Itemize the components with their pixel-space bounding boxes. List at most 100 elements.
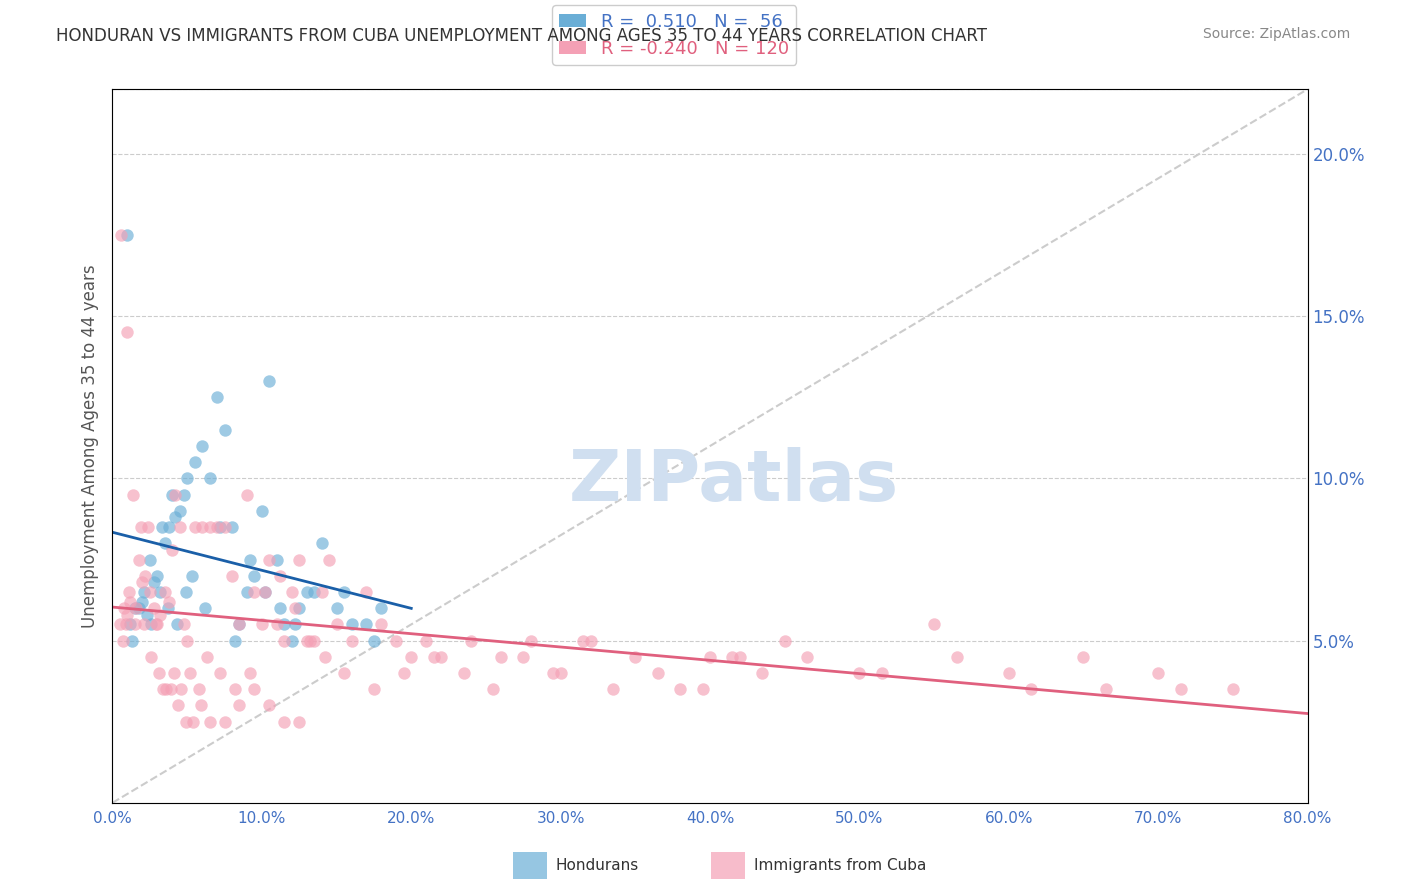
Point [156, 601, 179, 615]
Point [392, 666, 415, 681]
Point [188, 682, 211, 697]
Point [170, 682, 193, 697]
Y-axis label: Unemployment Among Ages 35 to 44 years: Unemployment Among Ages 35 to 44 years [80, 264, 98, 628]
Point [253, 585, 276, 599]
Point [120, 617, 142, 632]
Point [284, 617, 307, 632]
Point [108, 617, 131, 632]
Point [115, 617, 138, 632]
Point [489, 649, 512, 664]
Point [550, 666, 572, 681]
Point [1147, 666, 1170, 681]
Point [194, 601, 217, 615]
Point [221, 520, 243, 534]
Point [422, 649, 444, 664]
Point [288, 601, 311, 615]
Point [998, 666, 1021, 681]
Point [298, 633, 321, 648]
Point [176, 633, 198, 648]
Point [259, 698, 281, 713]
Point [945, 649, 967, 664]
Point [149, 607, 172, 622]
Point [692, 682, 714, 697]
Point [1019, 682, 1042, 697]
Point [401, 649, 423, 664]
Point [143, 601, 166, 615]
Point [149, 585, 172, 599]
Point [288, 714, 311, 729]
Point [214, 423, 236, 437]
Point [205, 390, 228, 404]
Point [198, 714, 221, 729]
Point [751, 666, 773, 681]
Point [183, 520, 205, 534]
Text: HONDURAN VS IMMIGRANTS FROM CUBA UNEMPLOYMENT AMONG AGES 35 TO 44 YEARS CORRELAT: HONDURAN VS IMMIGRANTS FROM CUBA UNEMPLO… [56, 27, 987, 45]
Text: Immigrants from Cuba: Immigrants from Cuba [754, 858, 927, 872]
Point [669, 682, 692, 697]
Point [363, 682, 385, 697]
Point [131, 575, 153, 590]
Point [228, 617, 250, 632]
Point [796, 649, 818, 664]
Point [173, 488, 195, 502]
Point [111, 633, 134, 648]
Point [239, 666, 262, 681]
Point [153, 536, 176, 550]
Point [129, 520, 152, 534]
Point [624, 649, 647, 664]
Point [152, 682, 174, 697]
Point [259, 374, 281, 388]
Point [340, 617, 363, 632]
Point [236, 585, 259, 599]
Point [572, 633, 595, 648]
Point [128, 552, 150, 566]
Point [728, 649, 751, 664]
Point [239, 552, 262, 566]
Point [121, 633, 143, 648]
Point [1170, 682, 1192, 697]
Point [118, 585, 141, 599]
Point [295, 585, 318, 599]
Point [273, 617, 295, 632]
Point [205, 520, 228, 534]
Point [165, 510, 187, 524]
Point [157, 520, 180, 534]
Point [302, 633, 325, 648]
Point [191, 520, 214, 534]
Point [110, 228, 132, 243]
Point [166, 617, 188, 632]
Point [228, 617, 250, 632]
Point [253, 585, 276, 599]
Point [128, 601, 150, 615]
Point [138, 520, 160, 534]
Point [131, 595, 153, 609]
Point [162, 542, 183, 557]
Point [117, 607, 139, 622]
Point [340, 633, 363, 648]
Point [430, 649, 453, 664]
Point [647, 666, 669, 681]
Point [318, 552, 340, 566]
Point [269, 601, 291, 615]
Point [721, 649, 744, 664]
Point [198, 471, 221, 485]
Point [141, 649, 163, 664]
Point [356, 617, 378, 632]
Point [224, 682, 246, 697]
Point [1222, 682, 1244, 697]
Point [541, 666, 564, 681]
Point [520, 633, 543, 648]
Point [148, 666, 170, 681]
Point [602, 682, 624, 697]
Point [117, 326, 139, 340]
Point [169, 504, 191, 518]
Point [173, 617, 195, 632]
Point [284, 601, 307, 615]
Point [250, 617, 273, 632]
Legend: R =  0.510   N =  56, R = -0.240   N = 120: R = 0.510 N = 56, R = -0.240 N = 120 [553, 5, 796, 65]
Point [363, 633, 385, 648]
Point [356, 585, 378, 599]
Point [228, 698, 250, 713]
Point [153, 585, 176, 599]
Point [167, 698, 190, 713]
